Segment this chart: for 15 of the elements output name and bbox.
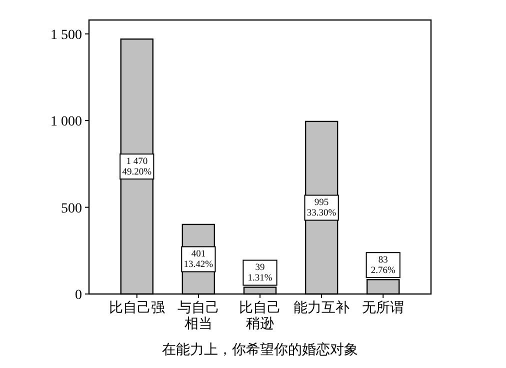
data-label: 83 2.76%: [370, 256, 396, 276]
y-tick-label: 500: [61, 201, 82, 216]
x-axis-title: 在能力上，你希望你的婚恋对象: [162, 342, 358, 358]
x-tick-label: 比自己强: [108, 301, 166, 317]
x-tick-label: 与自己相当: [176, 301, 220, 333]
x-tick-label: 能力互补: [292, 301, 351, 317]
y-tick-label: 1 500: [50, 28, 82, 43]
data-label: 401 13.42%: [184, 250, 214, 270]
data-label: 995 33.30%: [306, 198, 336, 219]
x-tick-label: 无所谓: [361, 301, 406, 317]
data-label: 39 1.31%: [248, 263, 272, 284]
y-tick-label: 1 000: [50, 114, 82, 130]
y-tick-label: 0: [75, 288, 82, 303]
x-tick-label: 比自己稍逊: [238, 301, 282, 333]
data-label: 1 470 49.20%: [122, 157, 152, 178]
